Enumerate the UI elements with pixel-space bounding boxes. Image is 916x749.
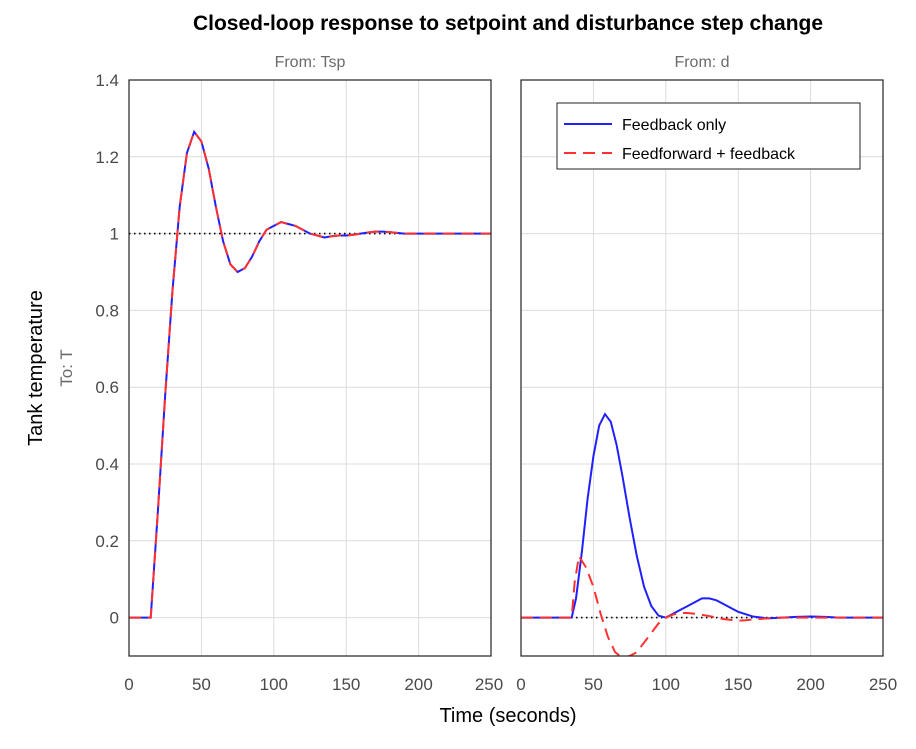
y-ticks: 0 0.2 0.4 0.6 0.8 1 1.2 1.4 (95, 71, 119, 628)
panel-frame (128, 79, 492, 657)
legend-box (556, 102, 861, 170)
grid (128, 79, 492, 656)
x-tick-label: 250 (869, 675, 897, 694)
x-tick-label: 100 (652, 675, 680, 694)
panel-frame (520, 79, 884, 657)
series-line-feedback-only (129, 129, 491, 619)
x-tick-label: 0 (124, 675, 133, 694)
panel-subtitle: From: d (674, 54, 729, 71)
y-tick-label: 1.2 (95, 148, 119, 167)
y-tick-label: 0.2 (95, 532, 119, 551)
legend: Feedback only Feedforward + feedback (556, 102, 861, 170)
y-tick-label: 0.8 (95, 301, 119, 320)
x-tick-label: 200 (404, 675, 432, 694)
series-line-feedforward-feedback (521, 553, 883, 656)
output-label: To: T (57, 349, 76, 386)
series-group (521, 412, 883, 656)
x-tick-label: 250 (475, 675, 503, 694)
panel-from-tsp: From: Tsp 0 0.2 0.4 0.6 0.8 1 1.2 1.4 0 50 100 150… (95, 54, 503, 694)
x-ticks: 0 50 100 150 200 250 (124, 675, 503, 694)
panel-subtitle: From: Tsp (275, 54, 346, 71)
x-tick-label: 150 (332, 675, 360, 694)
series-group (129, 129, 491, 619)
x-tick-label: 200 (796, 675, 824, 694)
y-axis-label: Tank temperature (25, 290, 47, 446)
y-tick-label: 1.4 (95, 71, 119, 90)
series-line-feedforward-feedback (129, 129, 491, 619)
x-tick-label: 50 (192, 675, 211, 694)
x-tick-label: 150 (724, 675, 752, 694)
y-tick-label: 0.4 (95, 455, 119, 474)
chart-title: Closed-loop response to setpoint and dis… (193, 12, 823, 35)
x-tick-label: 0 (516, 675, 525, 694)
x-tick-label: 100 (260, 675, 288, 694)
series-line-feedback-only (521, 412, 883, 620)
y-tick-label: 0.6 (95, 378, 119, 397)
x-ticks: 0 50 100 150 200 250 (516, 675, 897, 694)
legend-label: Feedforward + feedback (622, 146, 796, 163)
x-axis-label: Time (seconds) (439, 705, 576, 727)
x-tick-label: 50 (584, 675, 603, 694)
legend-label: Feedback only (622, 117, 726, 134)
y-tick-label: 1 (110, 225, 119, 244)
y-tick-label: 0 (110, 609, 119, 628)
